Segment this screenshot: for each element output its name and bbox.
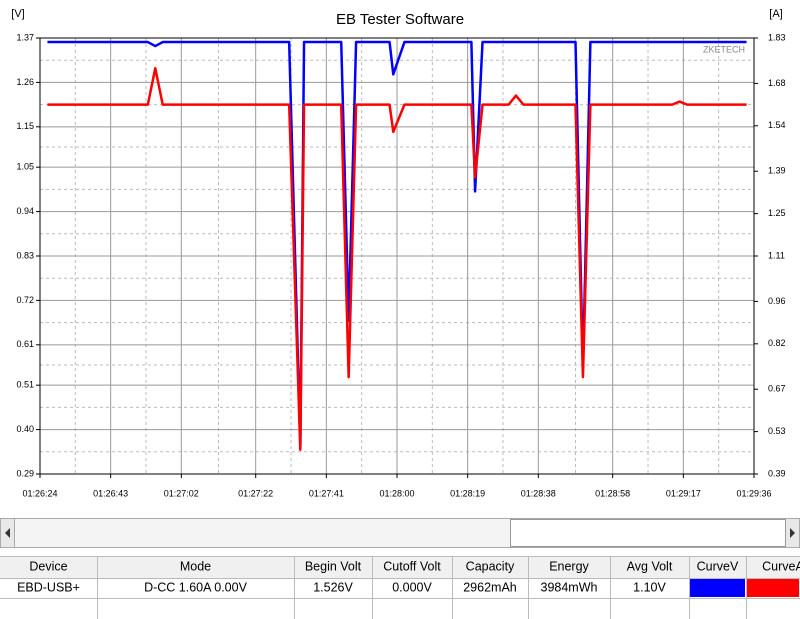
table-cell: 1.10V: [633, 580, 666, 594]
y2-axis-unit: [A]: [769, 8, 782, 20]
y-tick-label: 0.72: [16, 295, 34, 305]
y-tick-label: 1.05: [16, 162, 34, 172]
y2-tick-label: 0.67: [768, 384, 786, 394]
y2-tick-label: 1.68: [768, 78, 786, 88]
y-tick-label: 0.83: [16, 250, 34, 260]
y-tick-label: 1.15: [16, 121, 34, 131]
y2-tick-label: 1.83: [768, 32, 786, 42]
x-tick-label: 01:29:17: [666, 488, 701, 498]
y-tick-label: 0.29: [16, 468, 34, 478]
x-tick-label: 01:27:41: [309, 488, 344, 498]
x-tick-label: 01:28:38: [521, 488, 556, 498]
y2-tick-label: 1.11: [768, 250, 785, 260]
y-tick-label: 0.40: [16, 424, 34, 434]
y2-tick-label: 0.53: [768, 426, 786, 436]
chart-title: EB Tester Software: [336, 11, 464, 28]
status-table: Device Mode Begin Volt Cutoff Volt Capacity E…: [0, 556, 800, 619]
watermark: ZKETECH: [703, 44, 745, 54]
x-tick-label: 01:28:00: [379, 488, 414, 498]
y2-tick-label: 1.54: [768, 120, 786, 130]
y2-tick-label: 0.96: [768, 296, 786, 306]
table-cell: 1.526V: [313, 580, 353, 594]
column-header: Begin Volt: [305, 559, 362, 573]
y2-tick-label: 0.39: [768, 468, 786, 478]
y-axis-unit: [V]: [11, 8, 24, 20]
table-cell: EBD-USB+: [17, 580, 80, 594]
y-tick-label: 1.26: [16, 77, 34, 87]
column-header: Mode: [180, 559, 211, 573]
column-header: Device: [29, 559, 67, 573]
column-header: CurveA: [762, 559, 800, 573]
y2-tick-label: 1.25: [768, 208, 786, 218]
column-header: CurveV: [697, 559, 739, 573]
column-header: Capacity: [466, 559, 515, 573]
data-line: [47, 67, 747, 452]
y-tick-label: 0.61: [16, 339, 34, 349]
scroll-thumb[interactable]: [510, 519, 786, 547]
x-tick-label: 01:28:19: [450, 488, 485, 498]
x-tick-label: 01:26:43: [93, 488, 128, 498]
y2-tick-label: 1.39: [768, 166, 786, 176]
y-tick-label: 0.94: [16, 206, 34, 216]
column-header: Cutoff Volt: [383, 559, 441, 573]
y2-tick-label: 0.82: [768, 338, 786, 348]
x-tick-label: 01:27:22: [238, 488, 273, 498]
header-background: [0, 556, 800, 578]
table-cell: 3984mWh: [541, 580, 598, 594]
table-cell: D-CC 1.60A 0.00V: [144, 580, 247, 594]
table-cell: 2962mAh: [463, 580, 517, 594]
column-header: Energy: [549, 559, 589, 573]
y-tick-label: 1.37: [16, 32, 34, 42]
column-header: Avg Volt: [627, 559, 673, 573]
color-swatch: [747, 579, 799, 597]
scrollbar[interactable]: [0, 518, 800, 548]
data-line: [47, 40, 747, 447]
table-cell: 0.000V: [392, 580, 432, 594]
plot-area: 1.37 1.26 1.15 1.05 0.94 0.83 0.72 0.61 0.51 0.40…: [16, 32, 785, 498]
x-tick-label: 01:28:58: [595, 488, 630, 498]
x-tick-label: 01:29:36: [736, 488, 771, 498]
x-tick-label: 01:27:02: [164, 488, 199, 498]
arrow-left: [5, 528, 10, 538]
arrow-right: [790, 528, 795, 538]
y-tick-label: 0.51: [16, 380, 34, 390]
plot-frame: [39, 37, 755, 475]
x-tick-label: 01:26:24: [22, 488, 57, 498]
color-swatch: [690, 579, 745, 597]
